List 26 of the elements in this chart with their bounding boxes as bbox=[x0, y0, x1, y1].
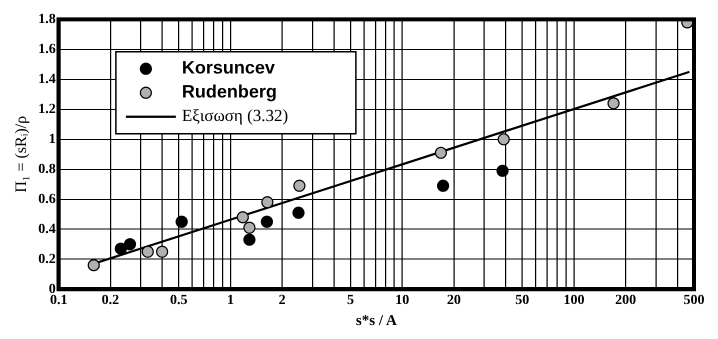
legend-label: Rudenberg bbox=[182, 82, 277, 102]
legend-label: Korsuncev bbox=[182, 58, 275, 78]
x-tick-label: 5 bbox=[347, 293, 354, 308]
y-tick-label: 1.6 bbox=[38, 42, 56, 57]
x-axis-title: s*s / A bbox=[356, 312, 397, 329]
y-tick-label: 1.2 bbox=[38, 102, 56, 117]
y-tick-label: 0.6 bbox=[38, 192, 56, 207]
x-tick-label: 0.1 bbox=[50, 293, 68, 308]
x-tick-label: 20 bbox=[446, 293, 461, 308]
y-tick-label: 1.8 bbox=[38, 12, 56, 28]
x-tick-label: 0.5 bbox=[170, 293, 188, 308]
x-tick-label: 10 bbox=[395, 293, 410, 308]
x-tick-label: 500 bbox=[684, 293, 704, 308]
x-tick-label: 100 bbox=[563, 293, 584, 308]
y-tick-label: 1 bbox=[48, 132, 56, 147]
y-tick-label: 0.8 bbox=[38, 162, 56, 177]
legend-label: Εξισωση (3.32) bbox=[182, 106, 288, 126]
x-tick-label: 1 bbox=[226, 293, 234, 308]
y-tick-label: 0.2 bbox=[38, 252, 56, 267]
y-tick-label: 0.4 bbox=[38, 222, 56, 237]
x-tick-label: 200 bbox=[615, 293, 636, 308]
x-tick-label: 50 bbox=[515, 293, 530, 308]
x-tick-label: 0.2 bbox=[102, 293, 120, 308]
x-tick-label: 2 bbox=[278, 293, 286, 308]
y-tick-label: 1.4 bbox=[38, 72, 56, 87]
y-axis-title: Π₁ = (sRᵢ)/ρ bbox=[12, 116, 30, 193]
